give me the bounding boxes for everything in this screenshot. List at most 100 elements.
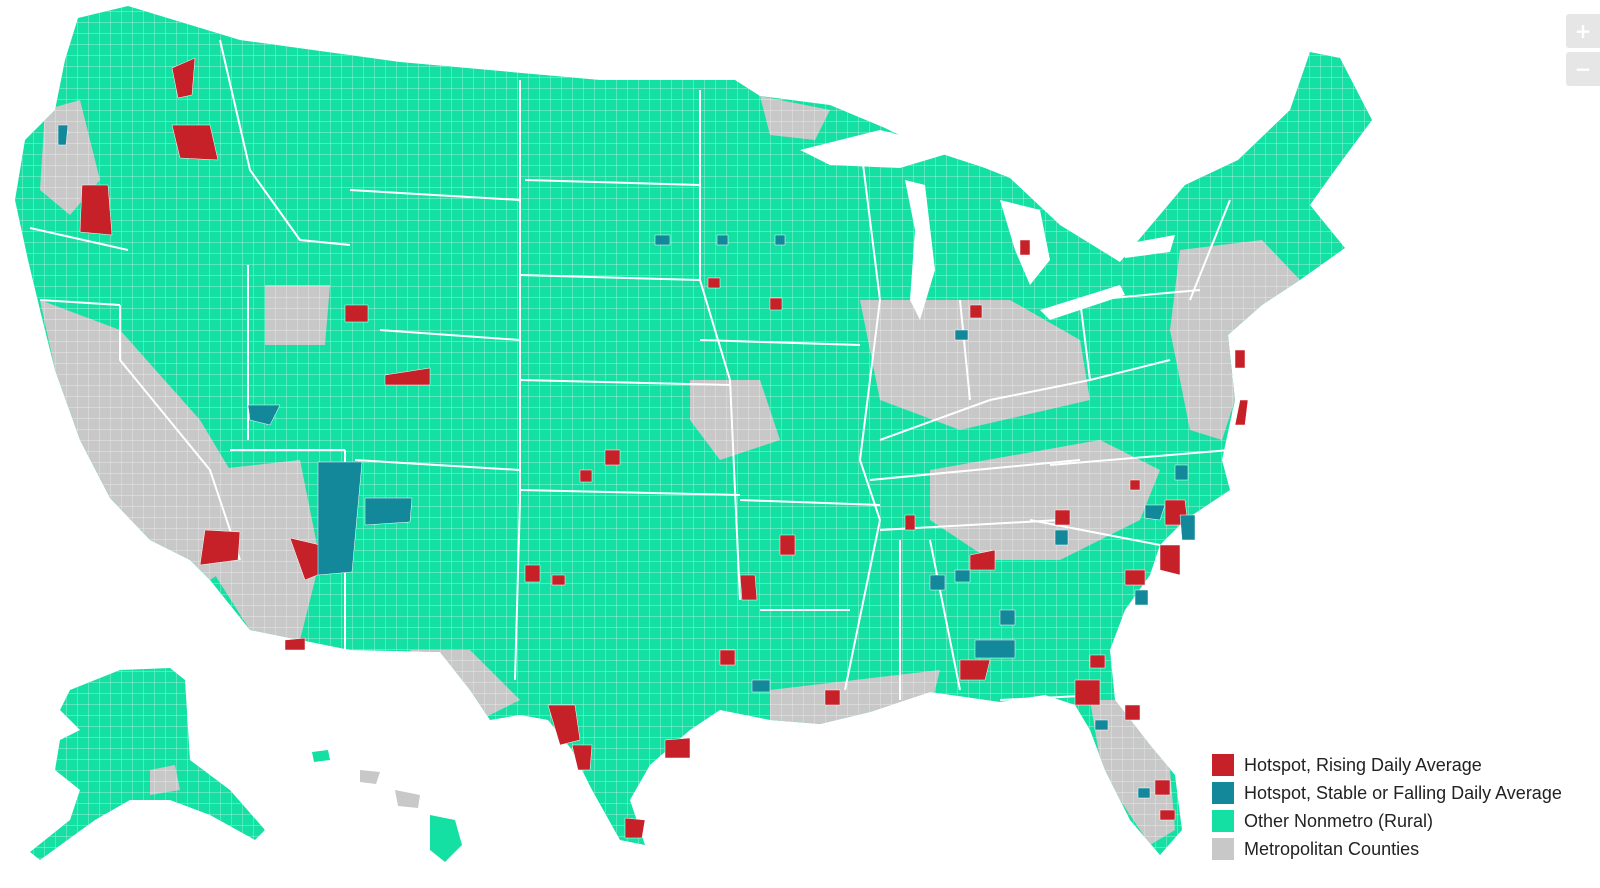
hotspot-rising-county[interactable] [969,549,996,571]
hotspot-rising-county[interactable] [199,529,241,566]
hotspot-rising-county[interactable] [1054,509,1071,526]
border-plains-west [514,80,521,681]
legend-swatch-hotspot-stable [1212,782,1234,804]
hotspot-rising-county[interactable] [1159,809,1176,821]
hotspot-stable-county[interactable] [774,234,786,246]
zoom-out-button[interactable]: − [1566,52,1600,86]
border-ne-ks [519,379,731,386]
legend-swatch-nonmetro [1212,810,1234,832]
hotspot-rising-county[interactable] [284,637,306,651]
hotspot-stable-county[interactable] [999,609,1016,626]
hotspot-stable-county[interactable] [954,569,971,583]
legend-label: Metropolitan Counties [1244,838,1420,859]
legend-item-hotspot-stable: Hotspot, Stable or Falling Daily Average [1212,782,1562,804]
hotspot-rising-county[interactable] [1124,704,1141,721]
border-co-nm [354,459,521,471]
hotspot-stable-county[interactable] [1094,719,1109,731]
hotspot-stable-county[interactable] [1137,787,1151,799]
hotspot-rising-county[interactable] [1089,654,1106,669]
hotspot-rising-county[interactable] [1234,349,1246,369]
border-mn-west [699,90,741,601]
border-mississippi [844,139,882,691]
hotspot-rising-county[interactable] [524,564,541,583]
border-mt-wy [349,189,521,201]
hotspot-rising-county[interactable] [779,534,796,556]
hotspot-stable-county[interactable] [317,461,363,576]
hotspot-rising-county[interactable] [79,184,113,236]
hotspot-rising-county[interactable] [344,304,369,323]
legend-swatch-metro [1212,838,1234,860]
zoom-controls: + − [1566,14,1600,86]
hotspot-rising-county[interactable] [1074,679,1101,706]
hotspot-rising-county[interactable] [1019,239,1031,256]
border-in-oh [959,299,971,401]
hotspot-rising-county[interactable] [604,449,621,466]
hotspot-rising-county[interactable] [547,704,581,746]
hotspot-stable-county[interactable] [954,329,969,341]
legend-item-nonmetro: Other Nonmetro (Rural) [1212,810,1562,832]
hotspot-rising-county[interactable] [1159,544,1181,576]
hotspot-rising-county[interactable] [1234,399,1249,426]
legend-label: Hotspot, Rising Daily Average [1244,754,1482,775]
border-ohio-river [879,359,1171,441]
lake-superior [800,130,960,168]
hotspot-rising-county[interactable] [551,574,566,586]
hawaii[interactable] [312,750,462,862]
hotspot-rising-county[interactable] [571,744,593,771]
border-va-nc [1049,449,1231,466]
legend-label: Other Nonmetro (Rural) [1244,810,1434,831]
hotspot-rising-county[interactable] [969,304,983,319]
hotspot-rising-county[interactable] [707,277,721,289]
lake-michigan [905,180,935,320]
hotspot-rising-county[interactable] [904,514,916,531]
border-id-mt [219,39,351,246]
hotspot-stable-county[interactable] [1144,504,1166,521]
hotspot-rising-county[interactable] [1129,479,1141,491]
hawaii-island-oahu [360,770,380,784]
hotspot-rising-county[interactable] [824,689,841,706]
border-ks-ok [519,489,741,496]
border-ny-ne [1189,199,1231,301]
hotspot-stable-county[interactable] [1134,589,1149,606]
lake-ontario [1120,235,1175,258]
border-nc-sc [1029,519,1161,546]
hotspot-stable-county[interactable] [57,124,69,146]
legend-swatch-hotspot-rising [1212,754,1234,776]
hawaii-island-maui [395,790,420,808]
hotspot-rising-county[interactable] [719,649,736,666]
hotspot-stable-county[interactable] [247,404,281,426]
legend-item-metro: Metropolitan Counties [1212,838,1562,860]
hotspot-stable-county[interactable] [654,234,671,246]
hotspot-rising-county[interactable] [664,737,691,759]
hotspot-rising-county[interactable] [384,367,431,386]
legend-label: Hotspot, Stable or Falling Daily Average [1244,782,1562,803]
border-wy-co [379,329,521,341]
border-dakotas [524,179,701,186]
hotspot-stable-county[interactable] [974,639,1016,659]
hotspot-rising-county[interactable] [1154,779,1171,796]
hotspot-rising-county[interactable] [769,297,783,311]
legend-item-hotspot-rising: Hotspot, Rising Daily Average [1212,754,1562,776]
hotspot-rising-county[interactable] [171,124,219,161]
hotspot-rising-county[interactable] [1124,569,1146,586]
hawaii-island-kauai [312,750,330,762]
hotspot-stable-county[interactable] [716,234,729,246]
hotspot-rising-county[interactable] [959,659,991,681]
zoom-in-button[interactable]: + [1566,14,1600,48]
hawaii-island-big [430,815,462,862]
hotspot-stable-county[interactable] [751,679,771,693]
hotspot-stable-county[interactable] [1054,529,1069,546]
hotspot-rising-county[interactable] [171,57,196,99]
hotspot-stable-county[interactable] [364,497,413,526]
border-or-ca [39,299,121,306]
hotspot-rising-county[interactable] [624,817,646,839]
hotspot-stable-county[interactable] [1174,464,1189,481]
hotspot-rising-county[interactable] [579,469,593,483]
hotspot-stable-county[interactable] [929,574,946,591]
hotspot-rising-county[interactable] [739,574,758,601]
alaska[interactable] [0,660,280,860]
hotspot-stable-county[interactable] [1179,514,1196,541]
border-ia-mo [699,339,861,346]
border-wa-or [29,227,129,251]
